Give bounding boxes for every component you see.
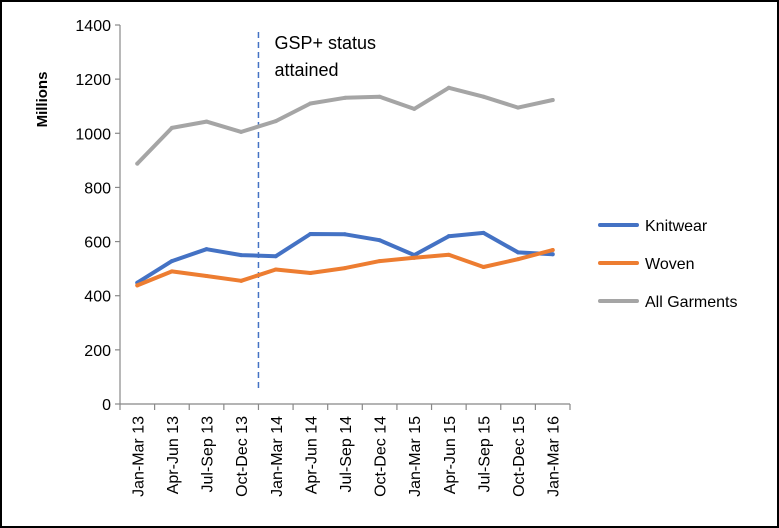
- data-point: [377, 259, 382, 264]
- data-point: [550, 97, 555, 102]
- x-tick-label: Oct-Dec 13: [234, 416, 251, 497]
- y-tick-label: 600: [84, 235, 111, 252]
- data-point: [169, 125, 174, 130]
- data-point: [481, 94, 486, 99]
- legend: Knitwear Woven All Garments: [598, 218, 737, 311]
- y-axis-title: Millions: [34, 72, 51, 128]
- x-tick-label: Oct-Dec 14: [373, 416, 390, 497]
- data-point: [516, 257, 521, 262]
- data-point: [308, 270, 313, 275]
- legend-label: Knitwear: [645, 218, 708, 235]
- data-point: [343, 95, 347, 100]
- y-tick-label: 1200: [75, 72, 111, 89]
- data-point: [169, 259, 174, 264]
- axes: 0 200 400 600 800 1000 1200 1400 Jan-Mar 13 Apr-J…: [75, 18, 571, 497]
- data-point: [481, 265, 486, 270]
- legend-label: Woven: [645, 256, 695, 273]
- legend-label: All Garments: [645, 294, 737, 311]
- data-point: [446, 85, 451, 90]
- x-tick-label: Oct-Dec 15: [511, 416, 528, 497]
- data-point: [135, 161, 140, 166]
- data-point: [412, 255, 417, 260]
- data-point: [204, 247, 209, 252]
- x-tick-label: Jul-Sep 14: [338, 416, 355, 493]
- x-tick-label: Jan-Mar 14: [269, 416, 286, 497]
- data-point: [516, 250, 521, 255]
- x-tick-label: Jul-Sep 13: [200, 416, 217, 493]
- gsp-annotation: GSP+ status attained: [257, 32, 376, 390]
- data-point: [239, 278, 244, 283]
- data-point: [239, 253, 244, 258]
- y-tick-label: 800: [84, 180, 111, 197]
- x-tick-label: Jan-Mar 16: [546, 416, 563, 497]
- data-point: [446, 234, 451, 239]
- y-tick-label: 1000: [75, 126, 111, 143]
- data-point: [308, 231, 313, 236]
- gsp-annotation-label-line-2: attained: [274, 60, 338, 80]
- data-point: [516, 105, 521, 110]
- data-point: [377, 94, 382, 99]
- data-point: [273, 254, 278, 259]
- x-tick-label: Apr-Jun 15: [442, 416, 459, 494]
- y-tick-label: 1400: [75, 18, 111, 35]
- gsp-annotation-label-line-1: GSP+ status: [274, 33, 376, 53]
- data-point: [343, 232, 347, 237]
- data-point: [204, 273, 209, 278]
- data-point: [550, 252, 555, 257]
- data-point: [135, 283, 140, 288]
- data-point: [550, 247, 555, 252]
- data-point: [446, 252, 451, 257]
- series-lines: [135, 85, 555, 288]
- data-point: [343, 266, 347, 271]
- x-tick-label: Apr-Jun 13: [165, 416, 182, 494]
- data-point: [204, 119, 209, 124]
- y-tick-label: 200: [84, 343, 111, 360]
- y-tick-label: 400: [84, 289, 111, 306]
- x-tick-label: Jan-Mar 13: [130, 416, 147, 497]
- x-tick-label: Apr-Jun 14: [303, 416, 320, 494]
- data-point: [273, 267, 278, 272]
- data-point: [308, 101, 313, 106]
- x-tick-label: Jan-Mar 15: [407, 416, 424, 497]
- y-tick-label: 0: [102, 397, 111, 414]
- x-tick-label: Jul-Sep 15: [476, 416, 493, 493]
- data-point: [273, 119, 278, 124]
- data-point: [169, 269, 174, 274]
- data-point: [412, 106, 417, 111]
- data-point: [481, 230, 486, 235]
- data-point: [377, 238, 382, 243]
- data-point: [239, 129, 244, 134]
